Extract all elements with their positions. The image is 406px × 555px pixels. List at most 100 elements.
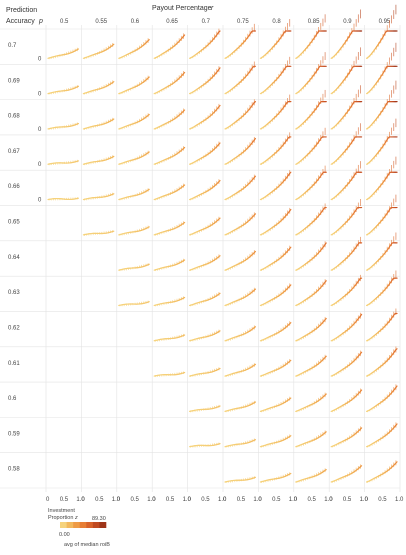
series-line-segment	[219, 31, 220, 32]
x-axis-label-line2: Proportion	[48, 515, 73, 521]
legend-swatch	[93, 522, 100, 528]
series-line-segment	[113, 194, 114, 195]
x-tick-label: 0.5	[95, 497, 104, 503]
series-line-segment	[77, 86, 78, 87]
legend-swatch	[73, 522, 80, 528]
x-tick-label: 0.5	[272, 497, 281, 503]
y-tick-label: 0	[38, 56, 42, 62]
row-label: 0.6	[8, 396, 17, 402]
series-line-segment	[325, 470, 326, 471]
series-line-segment	[219, 256, 220, 257]
series-line-segment	[219, 368, 220, 369]
x-axis-label: Investment	[48, 508, 75, 514]
row-label: 0.65	[8, 220, 20, 226]
x-tick-label: 0.5	[166, 497, 175, 503]
y-tick-label: 0	[38, 198, 42, 204]
x-tick-label: 0.5	[60, 497, 69, 503]
x-tick-label: 0	[46, 497, 50, 503]
x-tick-label: 0	[223, 497, 227, 503]
series-line-segment	[113, 119, 114, 120]
series-line-segment	[183, 185, 184, 186]
column-label: 0.55	[95, 19, 107, 25]
legend-min-label: 0.00	[59, 532, 70, 538]
series-line-segment	[290, 473, 291, 474]
col-header-title: Payout Percentage	[152, 5, 212, 12]
series-line-segment	[148, 264, 149, 265]
y-tick-label: 0	[38, 162, 42, 168]
series-line-segment	[148, 77, 149, 78]
series-line-segment	[77, 124, 78, 125]
row-label: 0.62	[8, 325, 20, 331]
series-line-segment	[148, 189, 149, 190]
column-label: 0.7	[202, 19, 211, 25]
x-tick-label: 0.5	[131, 497, 140, 503]
legend-title: avg of median roiB	[64, 542, 110, 548]
row-label: 0.61	[8, 361, 20, 367]
x-tick-label: 0	[365, 497, 369, 503]
x-tick-label: 0.5	[237, 497, 246, 503]
x-tick-label: 0	[188, 497, 192, 503]
series-line-segment	[219, 331, 220, 332]
row-label: 0.63	[8, 290, 20, 296]
row-label: 0.7	[8, 43, 17, 49]
x-axis-symbol: z	[74, 515, 78, 521]
column-label: 0.9	[343, 19, 352, 25]
series-line-segment	[290, 398, 291, 399]
legend-swatch	[86, 522, 93, 528]
series-line-segment	[183, 335, 184, 336]
series-line-segment	[254, 102, 255, 103]
series-line-segment	[183, 260, 184, 261]
column-label: 0.5	[60, 19, 69, 25]
series-line-segment	[254, 402, 255, 403]
legend-swatch	[60, 522, 67, 528]
column-label: 0.6	[131, 19, 140, 25]
series-line-segment	[325, 432, 326, 433]
series-line-segment	[290, 436, 291, 437]
series-line-segment	[254, 327, 255, 328]
column-label: 0.85	[308, 19, 320, 25]
series-line-segment	[219, 218, 220, 219]
series-line-segment	[290, 360, 291, 361]
x-tick-label: 0	[152, 497, 156, 503]
series-line-segment	[113, 156, 114, 157]
row-header-symbol: p	[38, 18, 43, 25]
legend-swatch	[99, 522, 106, 528]
row-label: 0.68	[8, 114, 20, 120]
x-tick-label: 0	[294, 497, 298, 503]
series-line-segment	[148, 115, 149, 116]
row-label: 0.66	[8, 184, 20, 190]
column-label: 0.8	[272, 19, 281, 25]
y-tick-label: 0	[38, 92, 42, 98]
y-tick-label: 0	[38, 127, 42, 133]
series-line-segment	[183, 223, 184, 224]
series-line-segment	[77, 49, 78, 50]
x-tick-label: 0	[258, 497, 262, 503]
series-line-segment	[254, 289, 255, 290]
column-label: 0.65	[166, 19, 178, 25]
row-label: 0.58	[8, 467, 20, 473]
row-label: 0.67	[8, 149, 20, 155]
x-tick-label: 0	[329, 497, 333, 503]
series-line-segment	[183, 298, 184, 299]
x-tick-label: 1.0	[395, 497, 404, 503]
x-tick-label: 0.5	[378, 497, 387, 503]
row-label: 0.64	[8, 255, 20, 261]
series-line-segment	[219, 406, 220, 407]
series-line-segment	[254, 364, 255, 365]
x-tick-label: 0.5	[308, 497, 317, 503]
row-label: 0.69	[8, 78, 20, 84]
series-line-segment	[254, 440, 255, 441]
x-tick-label: 0	[117, 497, 121, 503]
legend-swatch	[80, 522, 87, 528]
x-tick-label: 0.5	[201, 497, 210, 503]
legend-max-label: 89.30	[92, 516, 106, 522]
row-label: 0.59	[8, 431, 20, 437]
x-tick-label: 0.5	[343, 497, 352, 503]
legend-swatch	[67, 522, 74, 528]
series-line-segment	[219, 293, 220, 294]
series-line-segment	[113, 44, 114, 45]
series-line-segment	[360, 466, 361, 467]
column-label: 0.75	[237, 19, 249, 25]
row-header-subtitle: Accuracy	[6, 18, 35, 25]
